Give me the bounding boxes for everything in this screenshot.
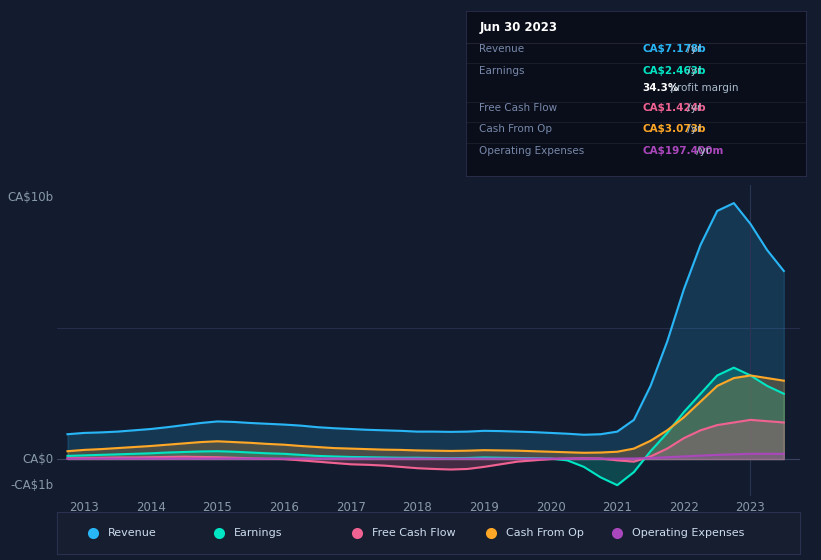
Text: CA$3.073b: CA$3.073b: [643, 124, 706, 134]
Text: CA$1.424b: CA$1.424b: [643, 103, 706, 113]
Text: /yr: /yr: [684, 44, 701, 54]
Text: Revenue: Revenue: [108, 529, 157, 538]
Text: CA$2.463b: CA$2.463b: [643, 67, 706, 77]
Text: Cash From Op: Cash From Op: [479, 124, 553, 134]
Text: /yr: /yr: [684, 103, 701, 113]
Text: CA$7.178b: CA$7.178b: [643, 44, 706, 54]
Text: Earnings: Earnings: [479, 67, 525, 77]
Text: Revenue: Revenue: [479, 44, 525, 54]
Text: /yr: /yr: [684, 124, 701, 134]
Text: Operating Expenses: Operating Expenses: [479, 146, 585, 156]
Text: Free Cash Flow: Free Cash Flow: [372, 529, 456, 538]
Text: Cash From Op: Cash From Op: [506, 529, 584, 538]
Text: -CA$1b: -CA$1b: [11, 479, 53, 492]
Text: /yr: /yr: [684, 67, 701, 77]
Text: CA$197.400m: CA$197.400m: [643, 146, 724, 156]
Text: Earnings: Earnings: [234, 529, 282, 538]
Text: 34.3%: 34.3%: [643, 83, 679, 93]
Text: Operating Expenses: Operating Expenses: [632, 529, 744, 538]
Text: CA$10b: CA$10b: [7, 192, 53, 204]
Text: /yr: /yr: [693, 146, 710, 156]
Text: profit margin: profit margin: [667, 83, 738, 93]
Text: CA$0: CA$0: [23, 452, 53, 465]
Text: Jun 30 2023: Jun 30 2023: [479, 21, 557, 34]
Text: Free Cash Flow: Free Cash Flow: [479, 103, 557, 113]
